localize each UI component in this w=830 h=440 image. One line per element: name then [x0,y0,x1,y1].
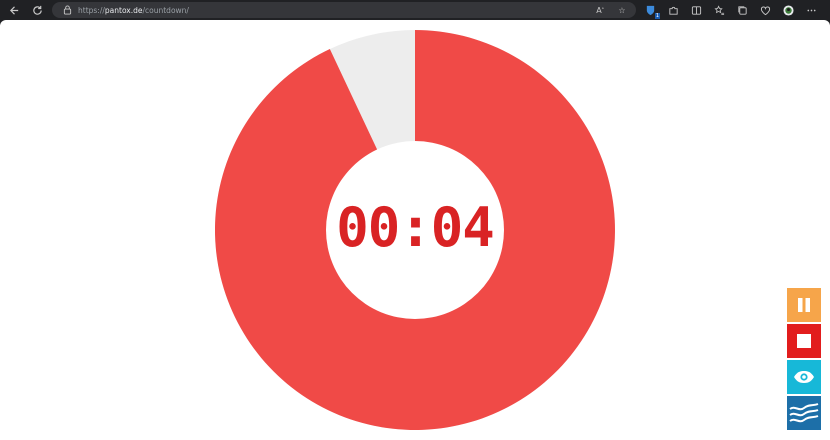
favorite-star-icon[interactable]: ☆ [618,5,626,15]
pause-button[interactable] [787,288,821,322]
extension-badge: 1 [654,12,660,19]
view-button[interactable] [787,360,821,394]
stop-button[interactable] [787,324,821,358]
extensions-puzzle-icon[interactable] [665,2,682,19]
waves-icon [789,403,819,423]
countdown-page: 00:04 [0,20,830,440]
favorites-icon[interactable] [711,2,728,19]
profile-avatar[interactable] [780,2,797,19]
browser-essentials-icon[interactable] [757,2,774,19]
countdown-donut [215,30,615,430]
theme-button[interactable] [787,396,821,430]
reload-icon[interactable] [26,0,48,20]
bitwarden-shield-icon[interactable]: 1 [642,2,660,19]
eye-icon [794,371,814,383]
url-scheme: https:// [78,5,105,15]
stop-icon [797,334,811,348]
donut-hole [326,141,504,319]
url-host: pantox.de [104,5,143,15]
pause-icon [798,298,810,312]
back-icon[interactable] [3,0,25,20]
split-screen-icon[interactable] [688,2,705,19]
url-path: /countdown/ [142,5,189,15]
url-text: https://pantox.de/countdown/ [78,6,189,15]
countdown-time: 00:04 [336,196,495,259]
more-options-icon[interactable] [803,2,820,19]
collections-icon[interactable] [734,2,751,19]
lock-icon [58,5,76,15]
